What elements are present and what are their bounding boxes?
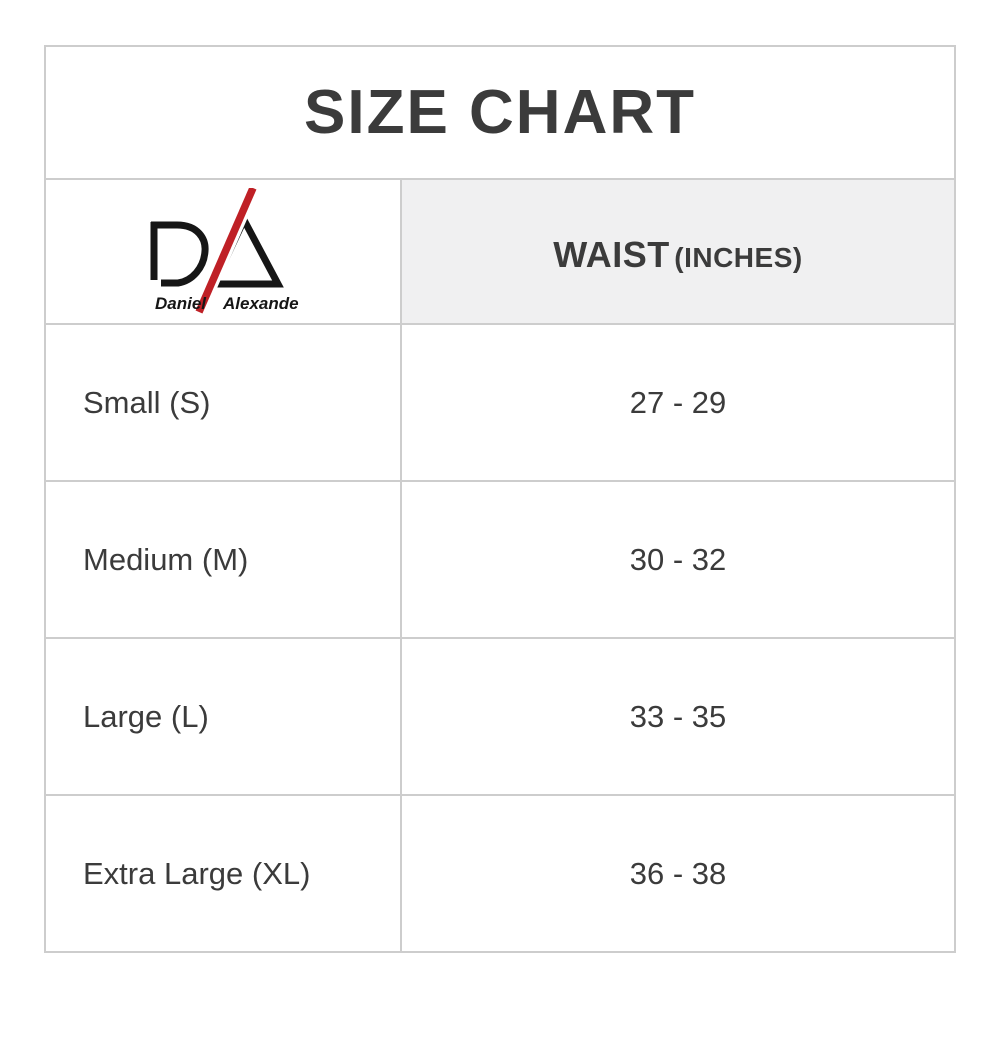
logo-wordmark-last: Alexander	[222, 294, 299, 313]
brand-logo-cell: Daniel Alexander	[46, 178, 400, 323]
waist-value: 30 - 32	[629, 541, 727, 577]
table-row-xlarge-size: Extra Large (XL)	[46, 794, 400, 951]
waist-value: 27 - 29	[629, 384, 727, 420]
waist-column-header: WAIST (INCHES)	[400, 178, 954, 323]
table-row-medium-size: Medium (M)	[46, 480, 400, 637]
table-row-large-size: Large (L)	[46, 637, 400, 794]
size-label: Small (S)	[83, 384, 211, 420]
size-label: Medium (M)	[83, 541, 249, 577]
title-row: SIZE CHART	[46, 47, 954, 178]
table-row-medium-waist: 30 - 32	[400, 480, 954, 637]
table-row-small-waist: 27 - 29	[400, 323, 954, 480]
table-row-large-waist: 33 - 35	[400, 637, 954, 794]
waist-header-unit: (INCHES)	[674, 242, 803, 273]
logo-d-bowl	[151, 221, 209, 286]
daniel-alexander-logo-icon: Daniel Alexander	[150, 187, 299, 315]
table-row-small-size: Small (S)	[46, 323, 400, 480]
size-chart-table: SIZE CHART Daniel Alexander WAIST (INCHE…	[44, 45, 956, 953]
waist-value: 36 - 38	[629, 855, 727, 891]
page-title: SIZE CHART	[304, 78, 696, 147]
waist-value: 33 - 35	[629, 698, 727, 734]
logo-red-slash	[195, 187, 257, 313]
table-row-xlarge-waist: 36 - 38	[400, 794, 954, 951]
logo-wordmark-first: Daniel	[155, 294, 207, 313]
size-label: Extra Large (XL)	[83, 855, 311, 891]
size-label: Large (L)	[83, 698, 209, 734]
waist-header-label: WAIST	[553, 234, 670, 275]
